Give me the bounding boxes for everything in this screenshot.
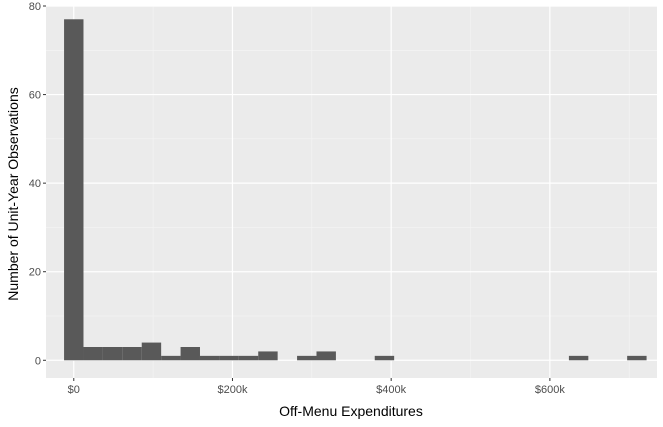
- major-gridlines: [46, 5, 657, 378]
- y-axis: 0 20 40 60 80: [29, 1, 46, 367]
- histogram-bar: [122, 347, 142, 361]
- histogram-bar: [64, 19, 84, 361]
- histogram-bar: [627, 355, 647, 361]
- x-tick-label: $400k: [376, 384, 406, 396]
- y-tick-label: 60: [29, 90, 41, 102]
- histogram-bar: [297, 355, 317, 361]
- histogram-bar: [238, 355, 259, 361]
- x-axis-title: Off-Menu Expenditures: [279, 403, 423, 419]
- histogram-bar: [83, 347, 103, 361]
- x-tick-label: $200k: [217, 384, 247, 396]
- minor-gridlines: [46, 6, 657, 378]
- y-tick-label: 20: [29, 267, 41, 279]
- x-tick-label: $0: [68, 384, 80, 396]
- y-tick-label: 40: [29, 178, 41, 190]
- histogram-bar: [374, 355, 395, 361]
- histogram-bar: [141, 342, 162, 361]
- histogram-bar: [102, 347, 123, 361]
- histogram-bar: [219, 355, 239, 361]
- histogram-bar: [199, 355, 220, 361]
- y-axis-title: Number of Unit-Year Observations: [5, 87, 21, 300]
- histogram-bar: [180, 347, 200, 361]
- histogram-bar: [258, 351, 278, 361]
- x-tick-label: $600k: [535, 384, 565, 396]
- histogram-bars: [64, 19, 647, 361]
- histogram-bar: [161, 355, 181, 361]
- y-tick-label: 80: [29, 1, 41, 13]
- x-axis: $0 $200k $400k $600k: [68, 378, 565, 396]
- histogram-bar: [568, 355, 589, 361]
- y-tick-label: 0: [35, 355, 41, 367]
- histogram-bar: [316, 351, 336, 361]
- plot-panel: [46, 6, 657, 378]
